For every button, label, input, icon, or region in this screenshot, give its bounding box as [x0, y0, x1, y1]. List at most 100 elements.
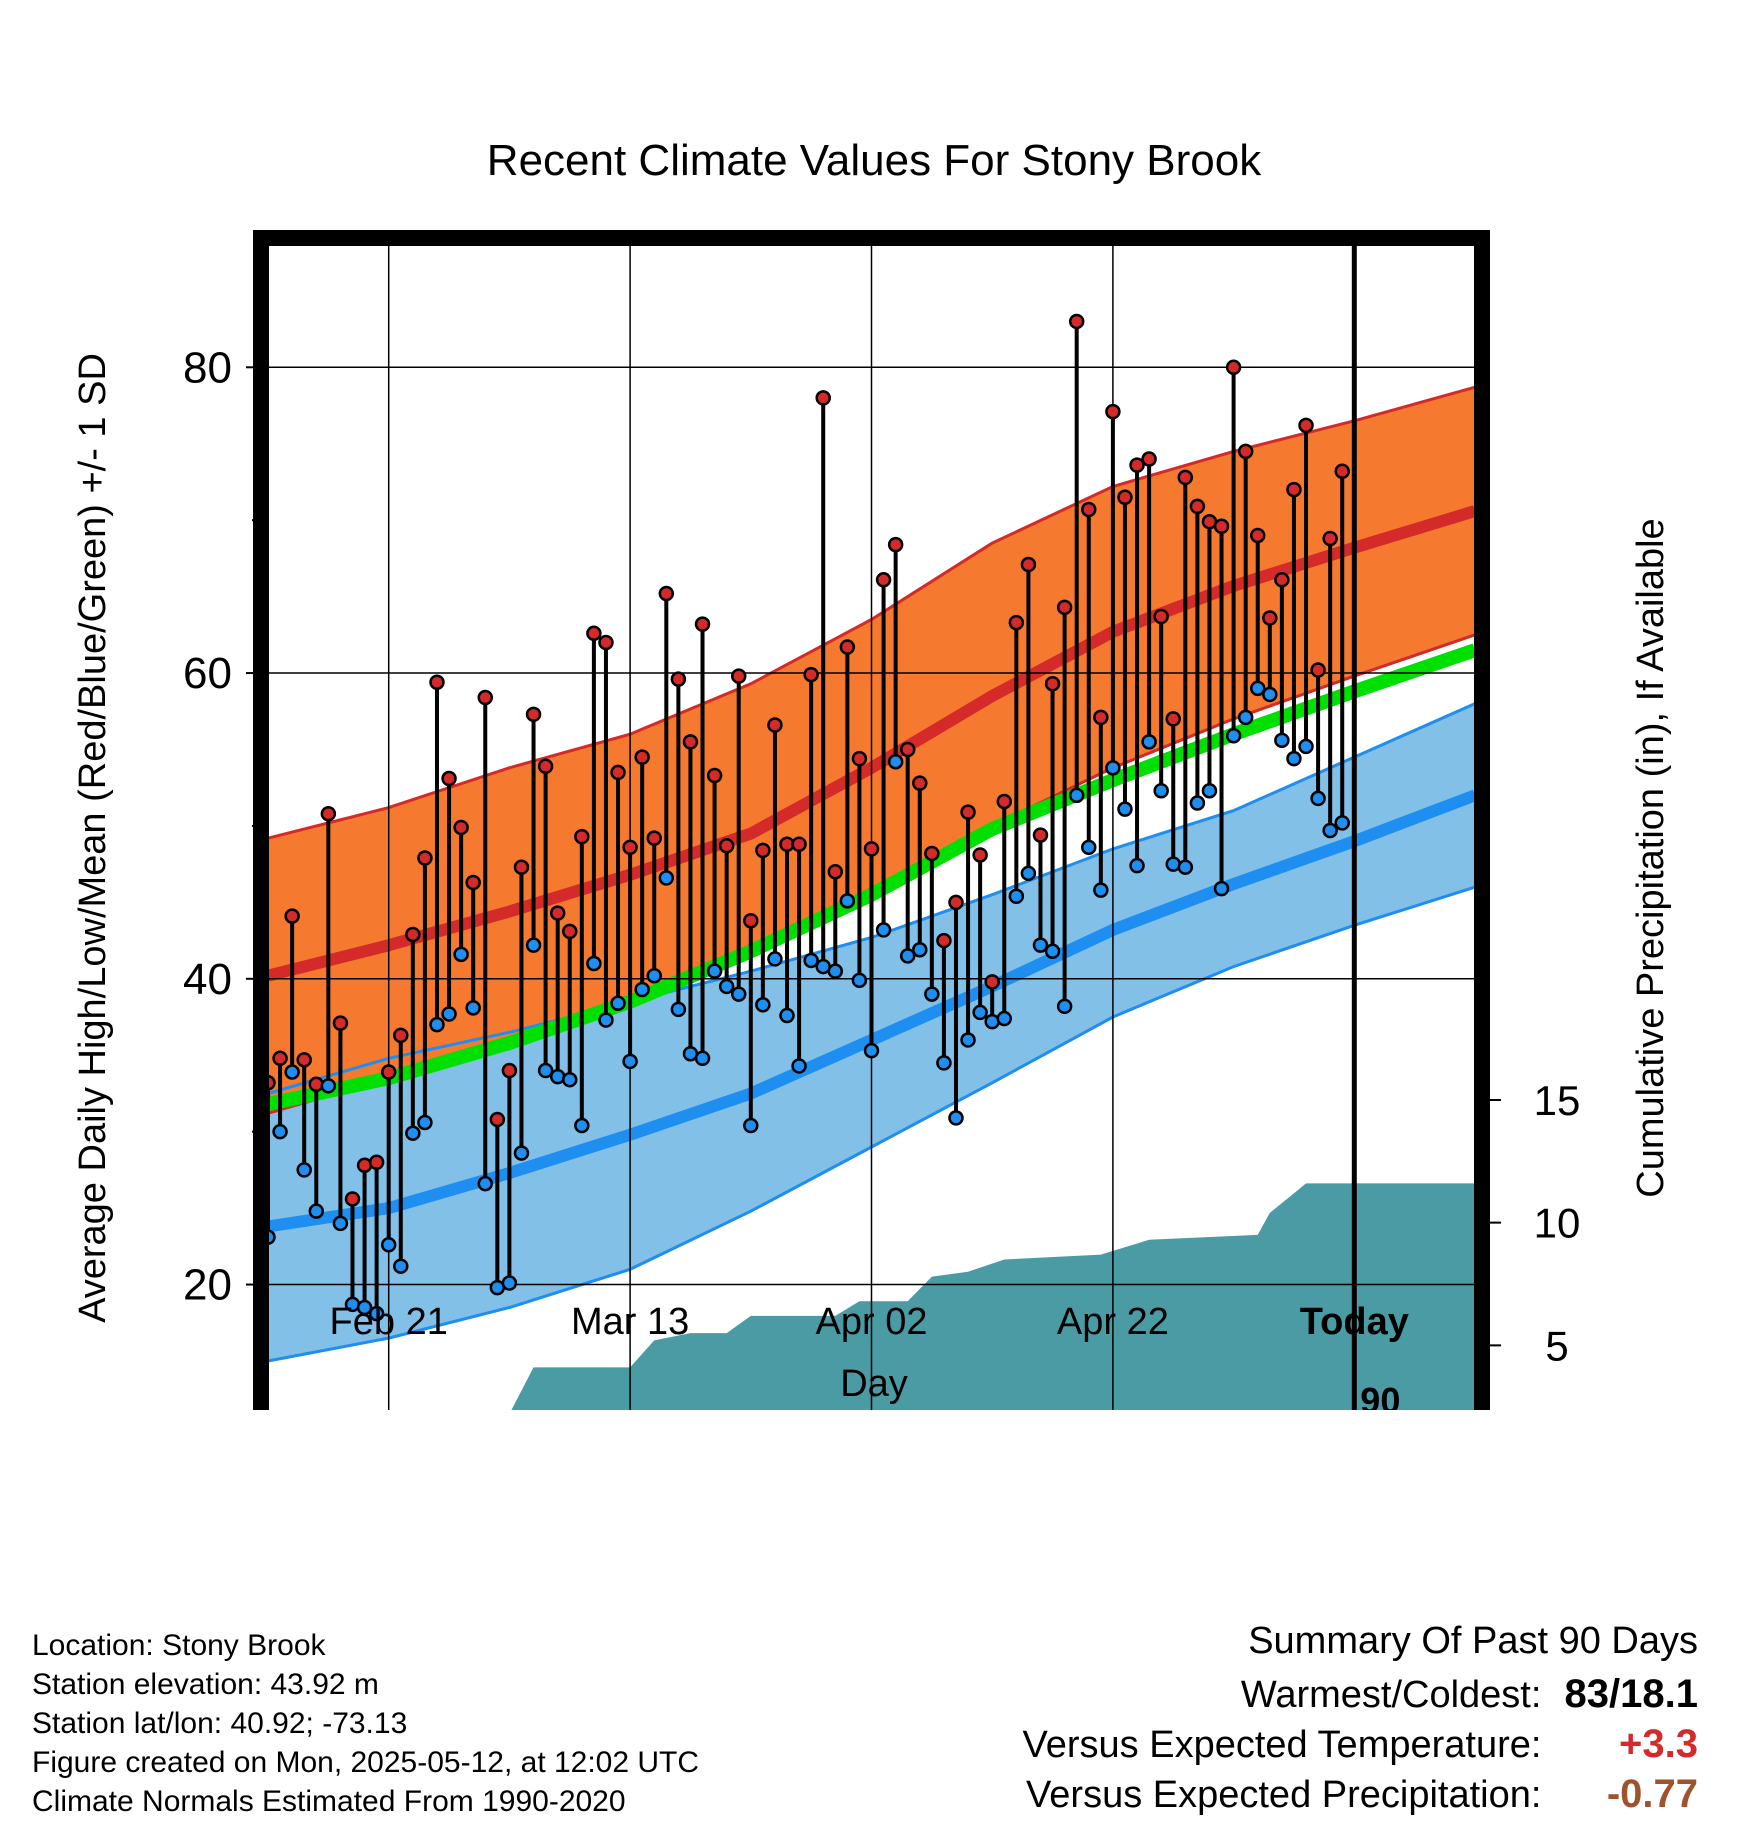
daily-low-point — [827, 963, 844, 979]
daily-low-point — [1105, 760, 1121, 776]
daily-low-point — [332, 1215, 349, 1232]
daily-high-point — [1310, 662, 1326, 678]
daily-high-point — [658, 585, 675, 602]
x-tick-label: Today — [1300, 1301, 1409, 1343]
daily-low-point — [1201, 783, 1218, 799]
daily-high-point — [960, 804, 976, 820]
daily-high-point — [465, 874, 481, 891]
daily-high-point — [827, 864, 844, 880]
daily-low-point — [1044, 943, 1061, 960]
y-tick-label: 20 — [183, 1261, 232, 1310]
daily-high-point — [1249, 527, 1266, 544]
daily-high-point — [380, 1064, 397, 1080]
daily-low-point — [1056, 998, 1073, 1015]
daily-high-point — [1322, 530, 1338, 547]
daily-low-point — [948, 1110, 964, 1126]
daily-low-point — [1334, 815, 1350, 831]
daily-low-point — [405, 1125, 421, 1141]
daily-high-point — [791, 836, 807, 853]
daily-low-point — [562, 1071, 578, 1088]
daily-high-point — [1237, 443, 1254, 460]
daily-high-point — [1081, 501, 1097, 518]
daily-high-point — [1093, 709, 1109, 726]
daily-high-point — [549, 905, 566, 921]
daily-high-point — [598, 634, 614, 651]
daily-high-point — [839, 639, 856, 655]
daily-high-point — [1105, 403, 1121, 420]
daily-high-point — [670, 671, 687, 687]
daily-low-point — [779, 1007, 795, 1024]
daily-low-point — [1225, 727, 1242, 744]
daily-low-point — [393, 1258, 409, 1274]
daily-low-point — [284, 1064, 300, 1080]
daily-low-point — [1298, 738, 1314, 755]
daily-high-point — [948, 894, 964, 911]
daily-low-point — [960, 1032, 976, 1048]
daily-high-point — [694, 616, 711, 632]
daily-low-point — [694, 1050, 711, 1067]
daily-low-point — [863, 1042, 880, 1059]
today-days-number: 90 — [1360, 1380, 1400, 1410]
y2-tick-label: 5 — [1545, 1322, 1568, 1369]
daily-high-point — [453, 819, 469, 836]
daily-low-point — [1141, 734, 1157, 750]
daily-low-point — [441, 1006, 457, 1022]
summary-temp-label: Versus Expected Temperature: — [1022, 1724, 1542, 1766]
daily-low-point — [1249, 680, 1266, 697]
x-axis-label: Day — [840, 1363, 908, 1405]
daily-low-point — [1129, 857, 1145, 874]
daily-high-point — [610, 764, 626, 781]
daily-high-point — [562, 923, 578, 940]
daily-low-point — [634, 981, 650, 998]
daily-low-point — [1310, 790, 1326, 807]
daily-high-point — [1213, 518, 1230, 535]
daily-high-point — [344, 1191, 361, 1207]
x-tick-label: Mar 13 — [571, 1301, 689, 1343]
daily-high-point — [803, 666, 819, 683]
daily-high-point — [899, 741, 916, 758]
y2-tick-label: 15 — [1534, 1077, 1581, 1124]
daily-high-point — [936, 932, 952, 949]
daily-high-point — [863, 841, 880, 857]
daily-high-point — [320, 805, 337, 822]
y-tick-label: 40 — [183, 955, 232, 1004]
daily-high-point — [912, 775, 928, 791]
daily-high-point — [1225, 359, 1242, 376]
daily-high-point — [972, 847, 988, 863]
daily-low-point — [465, 1000, 481, 1016]
daily-low-point — [743, 1117, 759, 1134]
y-tick-label: 60 — [183, 649, 232, 698]
daily-high-point — [489, 1111, 506, 1128]
daily-high-point — [1189, 498, 1206, 515]
daily-low-point — [936, 1055, 952, 1071]
summary-precip-label: Versus Expected Precipitation: — [1026, 1774, 1542, 1816]
daily-high-point — [755, 842, 771, 859]
daily-low-point — [272, 1123, 288, 1140]
daily-low-point — [1177, 859, 1194, 875]
x-tick-label: Apr 02 — [816, 1301, 928, 1343]
summary-heading: Summary Of Past 90 Days — [1248, 1620, 1698, 1662]
daily-high-point — [1020, 556, 1037, 573]
daily-low-point — [718, 978, 735, 995]
summary-warmest-value: 83/18.1 — [1564, 1672, 1698, 1716]
info-elevation: Station elevation: 43.92 m — [32, 1668, 379, 1701]
daily-high-point — [417, 850, 433, 866]
daily-low-point — [670, 1001, 687, 1018]
daily-high-point — [1008, 614, 1025, 631]
daily-low-point — [839, 893, 856, 909]
daily-low-point — [501, 1275, 518, 1291]
daily-high-point — [851, 750, 868, 767]
daily-low-point — [730, 986, 747, 1002]
daily-high-point — [1044, 676, 1061, 692]
daily-low-point — [1274, 732, 1290, 749]
daily-low-point — [356, 1299, 373, 1316]
daily-high-point — [1334, 463, 1350, 480]
daily-high-point — [1165, 711, 1181, 727]
y-axis-label: Average Daily High/Low/Mean (Red/Blue/Gr… — [72, 353, 114, 1323]
x-tick-label: Feb 21 — [330, 1301, 448, 1343]
daily-low-point — [380, 1237, 397, 1253]
daily-low-point — [1322, 822, 1338, 839]
daily-low-point — [658, 870, 675, 886]
daily-high-point — [1032, 827, 1049, 843]
